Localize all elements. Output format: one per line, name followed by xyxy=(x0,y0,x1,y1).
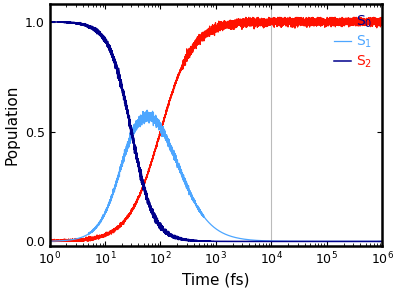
S$_2$ xyxy=(48,20,53,24)
S$_1$ xyxy=(168,144,172,147)
S$_2$ xyxy=(294,240,298,243)
S$_1$ xyxy=(380,240,385,243)
S$_1$ xyxy=(244,238,249,241)
X-axis label: Time (fs): Time (fs) xyxy=(182,273,250,288)
S$_0$ xyxy=(259,20,263,23)
S$_1$ xyxy=(259,239,263,242)
Y-axis label: Population: Population xyxy=(4,85,19,165)
S$_0$ xyxy=(380,20,385,24)
S$_0$ xyxy=(243,15,248,19)
S$_0$ xyxy=(47,240,52,243)
Legend: S$_0$, S$_1$, S$_2$: S$_0$, S$_1$, S$_2$ xyxy=(331,11,375,73)
S$_2$ xyxy=(380,240,385,243)
S$_2$ xyxy=(168,232,172,236)
S$_1$ xyxy=(144,109,149,112)
S$_2$ xyxy=(64,21,69,24)
S$_1$ xyxy=(312,240,316,243)
S$_2$ xyxy=(312,240,316,243)
S$_1$ xyxy=(64,239,69,242)
S$_1$ xyxy=(47,239,52,243)
Line: S$_1$: S$_1$ xyxy=(50,110,382,241)
S$_0$ xyxy=(294,20,299,23)
S$_2$ xyxy=(47,20,52,24)
S$_0$ xyxy=(168,98,172,101)
S$_0$ xyxy=(47,239,52,243)
Line: S$_0$: S$_0$ xyxy=(50,17,382,241)
S$_0$ xyxy=(312,20,316,23)
S$_0$ xyxy=(244,22,249,26)
S$_2$ xyxy=(259,240,263,243)
S$_0$ xyxy=(64,239,69,243)
S$_2$ xyxy=(244,240,249,243)
S$_1$ xyxy=(294,239,298,243)
Line: S$_2$: S$_2$ xyxy=(50,22,382,241)
